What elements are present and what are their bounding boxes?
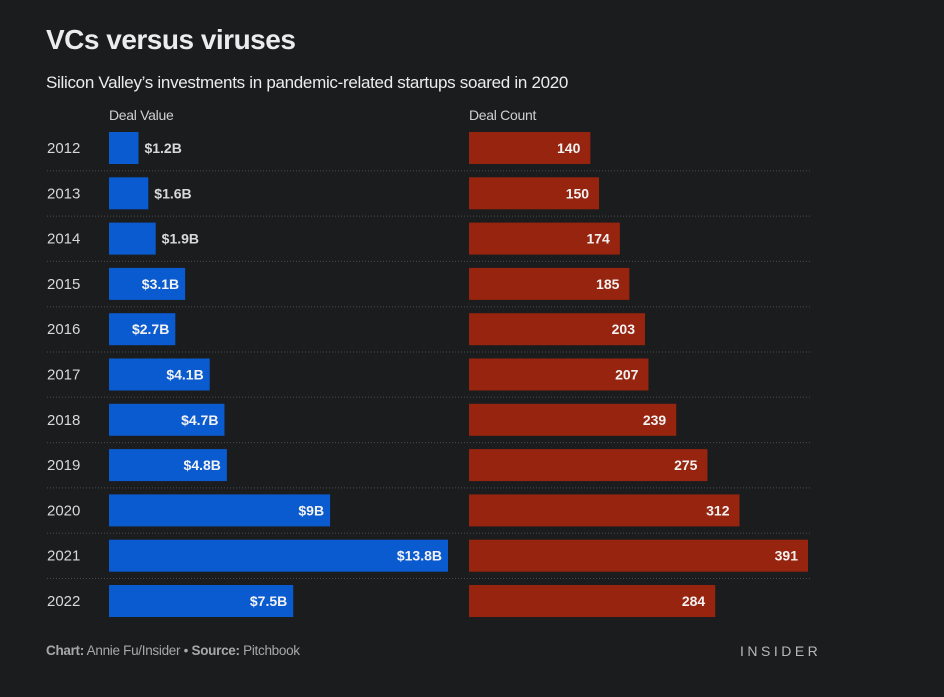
- year-label: 2017: [47, 367, 80, 384]
- year-label: 2018: [47, 412, 80, 429]
- deal-value-label: $9B: [298, 502, 324, 518]
- deal-count-bar: [469, 358, 649, 391]
- deal-count-bar: [469, 313, 646, 346]
- deal-count-bar: [469, 222, 620, 255]
- deal-value-bar: [109, 177, 149, 210]
- deal-value-label: $4.1B: [166, 367, 203, 383]
- deal-value-label: $4.8B: [184, 457, 221, 473]
- deal-count-label: 174: [586, 231, 610, 247]
- deal-value-bar: [109, 132, 139, 164]
- insider-logo: INSIDER: [740, 643, 822, 659]
- chart-credit: Annie Fu/Insider: [86, 643, 181, 658]
- year-label: 2014: [47, 231, 80, 248]
- deal-value-label: $1.9B: [162, 231, 199, 247]
- year-label: 2021: [47, 548, 80, 565]
- source: Pitchbook: [243, 643, 300, 658]
- deal-count-label: 312: [706, 502, 730, 518]
- deal-value-label: $4.7B: [181, 412, 218, 428]
- deal-value-bar: [109, 403, 225, 436]
- deal-count-bar: [469, 132, 591, 164]
- deal-value-bar: [109, 494, 331, 527]
- deal-count-label: 207: [615, 367, 639, 383]
- deal-value-bar: [109, 267, 186, 300]
- year-label: 2019: [47, 457, 80, 474]
- year-label: 2013: [47, 185, 80, 202]
- deal-count-header: Deal Count: [469, 107, 537, 123]
- deal-value-label: $7.5B: [250, 593, 287, 609]
- deal-value-label: $3.1B: [142, 276, 179, 292]
- deal-value-label: $2.7B: [132, 321, 169, 337]
- deal-count-bar: [469, 494, 740, 527]
- deal-count-label: 239: [643, 412, 667, 428]
- deal-count-bar: [469, 177, 600, 210]
- deal-value-label: $1.2B: [144, 140, 181, 156]
- year-label: 2012: [47, 140, 80, 157]
- source-label: Source:: [191, 643, 240, 658]
- deal-count-label: 150: [566, 185, 590, 201]
- chart-subtitle: Silicon Valley’s investments in pandemic…: [46, 73, 569, 92]
- deal-value-label: $13.8B: [397, 548, 442, 564]
- deal-count-bar: [469, 449, 708, 482]
- deal-count-label: 203: [612, 321, 636, 337]
- deal-value-bar: [109, 585, 294, 617]
- year-label: 2020: [47, 502, 80, 519]
- deal-value-bar: [109, 449, 227, 482]
- deal-count-label: 185: [596, 276, 620, 292]
- chart-credit-label: Chart:: [46, 643, 84, 658]
- deal-value-bar: [109, 313, 176, 346]
- deal-value-bar: [109, 358, 210, 391]
- deal-count-label: 275: [674, 457, 698, 473]
- year-label: 2022: [47, 593, 80, 610]
- footer-separator: •: [183, 643, 189, 658]
- deal-value-bar: [109, 222, 156, 255]
- deal-value-header: Deal Value: [109, 107, 174, 123]
- deal-count-label: 391: [775, 548, 799, 564]
- deal-count-bar: [469, 539, 808, 572]
- deal-value-bar: [109, 539, 448, 572]
- deal-count-bar: [469, 267, 630, 300]
- year-label: 2015: [47, 276, 80, 293]
- deal-count-bar: [469, 403, 677, 436]
- chart-title: VCs versus viruses: [46, 24, 296, 55]
- year-label: 2016: [47, 321, 80, 338]
- chart-footer: Chart: Annie Fu/Insider • Source: Pitchb…: [46, 643, 300, 658]
- deal-value-label: $1.6B: [154, 185, 191, 201]
- deal-count-label: 140: [557, 140, 581, 156]
- deal-count-bar: [469, 585, 716, 617]
- deal-count-label: 284: [682, 593, 706, 609]
